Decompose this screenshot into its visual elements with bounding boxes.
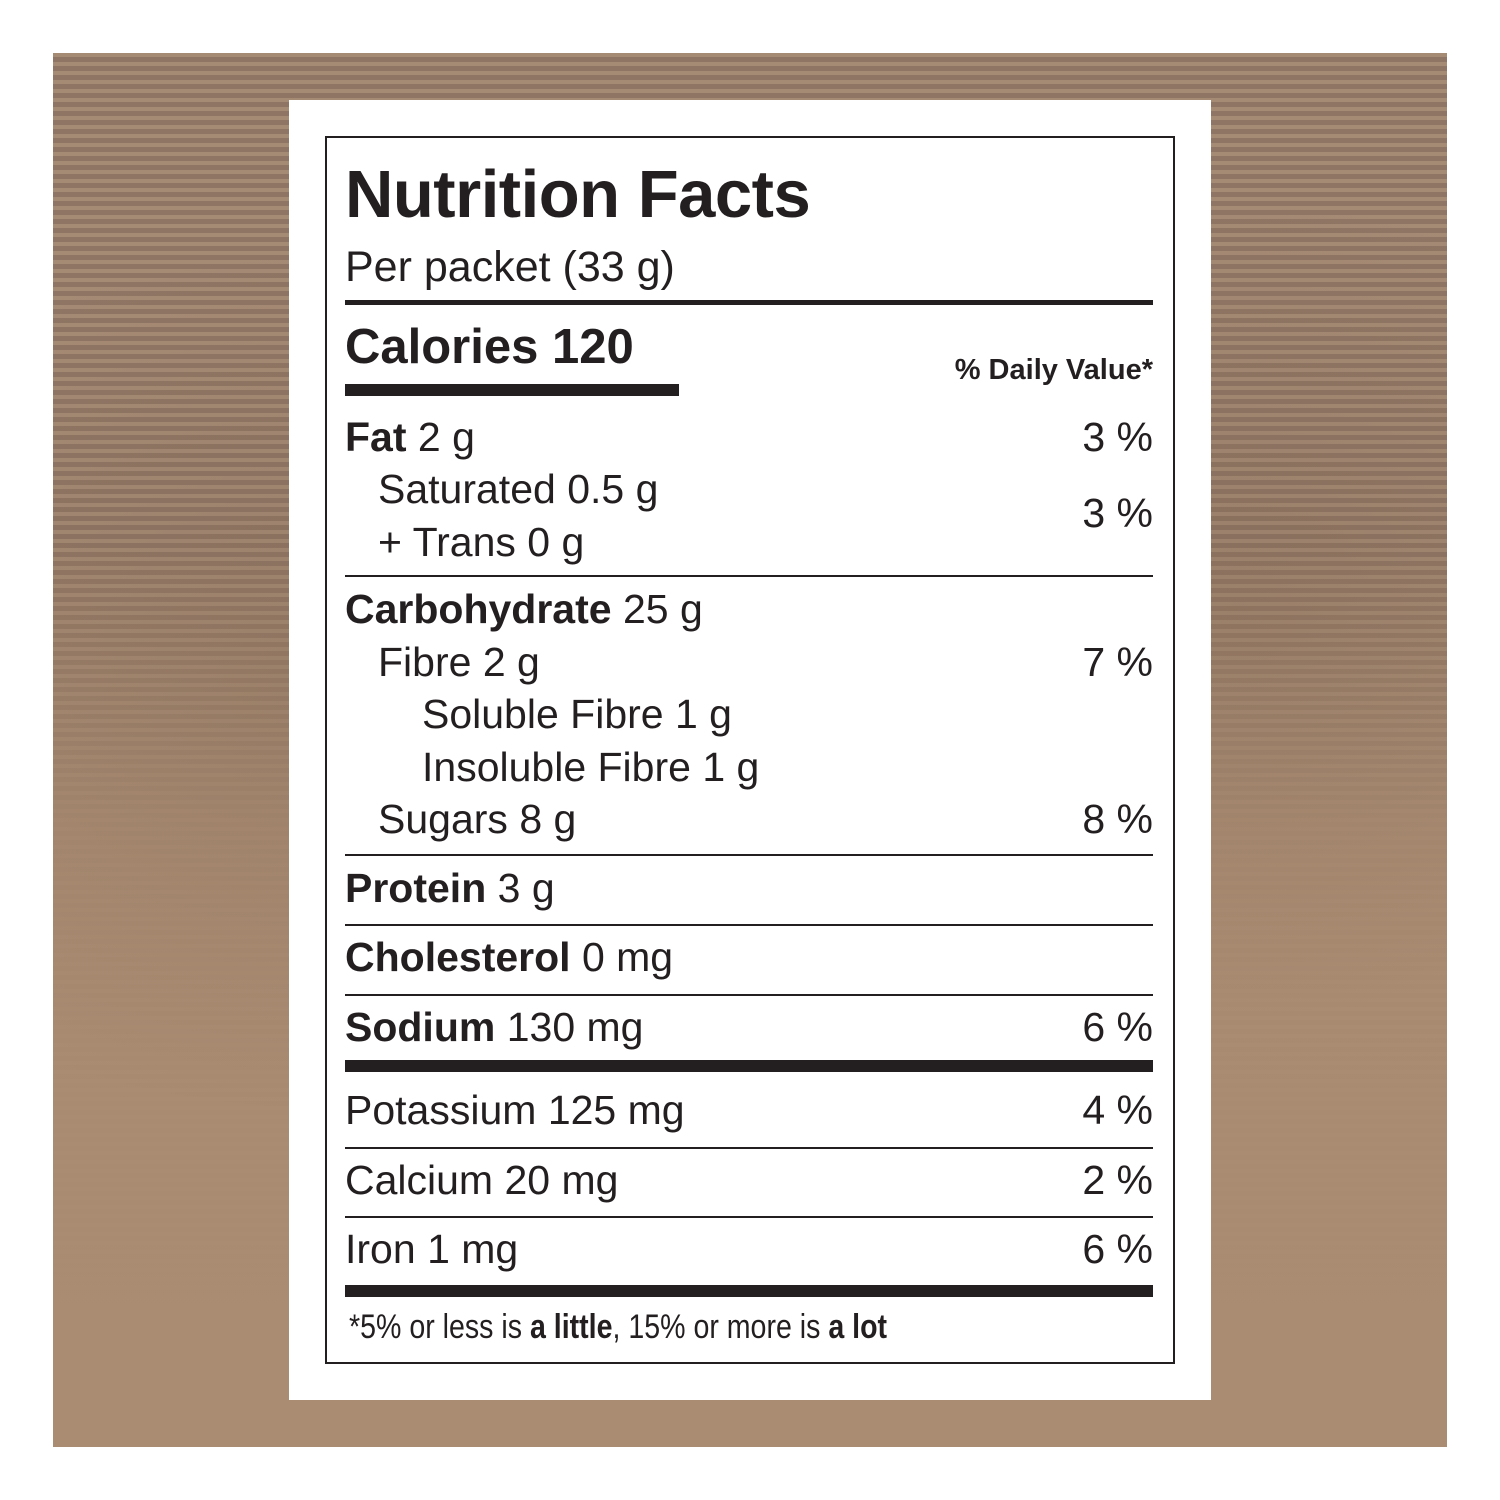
divider <box>345 300 1153 305</box>
nutrient-amount: 1 g <box>702 744 760 790</box>
nutrient-amount: 20 mg <box>504 1157 619 1203</box>
footnote-text: *5% or less is <box>349 1308 530 1346</box>
daily-value-percent: 2 % <box>1082 1157 1153 1203</box>
nutrient-row: Cholesterol 0 mg <box>345 932 673 982</box>
nutrient-row: Carbohydrate 25 g <box>345 584 703 634</box>
nutrient-name: Protein <box>345 865 487 911</box>
nutrient-amount: 2 g <box>417 414 475 460</box>
footnote: *5% or less is a little, 15% or more is … <box>349 1302 887 1352</box>
nutrient-amount: 2 g <box>482 639 540 685</box>
daily-value-percent: 6 % <box>1082 1226 1153 1272</box>
nutrient-name: Potassium <box>345 1087 537 1133</box>
nutrient-row: Fat 2 g <box>345 412 475 462</box>
nutrient-name: Fibre <box>378 639 472 685</box>
nutrient-row: + Trans 0 g <box>378 517 584 567</box>
footnote-text: , 15% or more is <box>612 1308 829 1346</box>
divider <box>345 854 1153 856</box>
nutrient-row: Soluble Fibre 1 g <box>422 689 732 739</box>
thick-divider <box>345 1285 1153 1297</box>
nutrient-name: Sugars <box>378 796 508 842</box>
nutrient-name: Calcium <box>345 1157 494 1203</box>
divider <box>345 924 1153 926</box>
nutrient-name: Sodium <box>345 1004 496 1050</box>
nutrition-facts-table: Nutrition Facts Per packet (33 g) Calori… <box>325 136 1175 1364</box>
nutrient-amount: 1 g <box>674 691 732 737</box>
daily-value-percent: 3 % <box>1082 490 1153 536</box>
calories-value: 120 <box>552 320 634 374</box>
calories-bar <box>345 384 679 396</box>
serving-size: Per packet (33 g) <box>345 243 675 291</box>
daily-value-percent: 7 % <box>1082 639 1153 685</box>
nutrient-name: Fat <box>345 414 407 460</box>
nutrient-amount: 125 mg <box>547 1087 685 1133</box>
nutrient-row: Fibre 2 g <box>378 637 540 687</box>
nutrient-name: Carbohydrate <box>345 586 612 632</box>
nutrient-row: Iron 1 mg <box>345 1224 518 1274</box>
nutrient-amount: 130 mg <box>506 1004 644 1050</box>
nutrient-row: Sodium 130 mg <box>345 1002 644 1052</box>
nutrient-row: Potassium 125 mg <box>345 1085 685 1135</box>
calories-label: Calories <box>345 320 539 374</box>
divider <box>345 994 1153 996</box>
footnote-bold: a little <box>529 1308 613 1346</box>
divider <box>345 1216 1153 1218</box>
daily-value-percent: 3 % <box>1082 414 1153 460</box>
nutrient-name: Insoluble Fibre <box>422 744 691 790</box>
daily-value-percent: 6 % <box>1082 1004 1153 1050</box>
daily-value-percent: 4 % <box>1082 1087 1153 1133</box>
nutrient-row: Protein 3 g <box>345 863 555 913</box>
divider <box>345 575 1153 577</box>
label-panel <box>289 100 1211 1400</box>
daily-value-percent: 8 % <box>1082 796 1153 842</box>
nutrient-amount: 0 g <box>527 519 585 565</box>
divider <box>345 1147 1153 1149</box>
nutrient-row: Saturated 0.5 g <box>378 464 658 514</box>
label-title: Nutrition Facts <box>345 157 811 232</box>
nutrient-row: Insoluble Fibre 1 g <box>422 742 759 792</box>
nutrient-amount: 8 g <box>519 796 577 842</box>
nutrient-amount: 0 mg <box>581 934 674 980</box>
daily-value-header: % Daily Value* <box>954 354 1153 386</box>
calories: Calories 120 <box>345 320 634 374</box>
thick-divider <box>345 1060 1153 1072</box>
nutrient-row: Sugars 8 g <box>378 794 576 844</box>
nutrient-amount: 0.5 g <box>567 466 659 512</box>
nutrient-name: + Trans <box>378 519 516 565</box>
nutrient-name: Saturated <box>378 466 556 512</box>
nutrient-amount: 3 g <box>497 865 555 911</box>
footnote-bold: a lot <box>828 1308 888 1346</box>
nutrient-row: Calcium 20 mg <box>345 1155 618 1205</box>
nutrient-amount: 1 mg <box>427 1226 519 1272</box>
nutrient-name: Soluble Fibre <box>422 691 664 737</box>
nutrient-amount: 25 g <box>622 586 703 632</box>
nutrient-name: Iron <box>345 1226 416 1272</box>
nutrient-name: Cholesterol <box>345 934 571 980</box>
